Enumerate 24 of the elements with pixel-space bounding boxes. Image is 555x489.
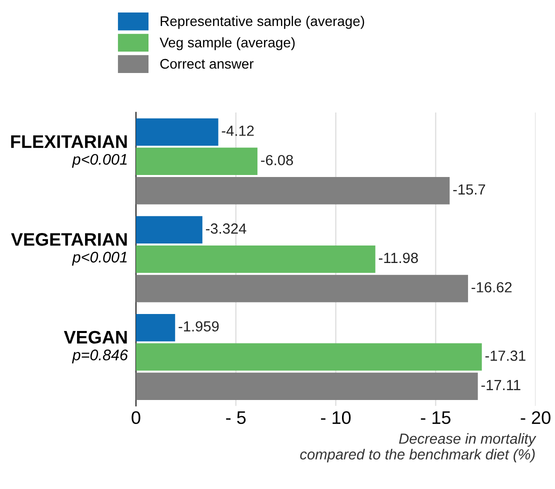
x-tick-label: - 15 [420, 411, 450, 424]
text: p<0.001 [72, 154, 127, 168]
data-label: -6.08 [261, 154, 293, 166]
legend-label: Correct answer [160, 58, 254, 69]
data-label: -17.11 [481, 380, 520, 390]
legend-label: Representative sample (average) [160, 16, 364, 29]
x-tick-label: 0 [132, 411, 140, 424]
data-label: -15.7 [453, 184, 486, 195]
y-tick-label: VEGAN [64, 330, 127, 344]
data-label: -3.324 [206, 223, 246, 234]
legend-label: Veg sample (average) [160, 37, 295, 50]
x-tick-label: - 20 [520, 411, 550, 424]
data-label: -1.959 [178, 321, 219, 332]
text: p<0.001 [72, 252, 127, 266]
x-tick-label: - 5 [226, 411, 246, 424]
x-axis-title: Decrease in mortality compared to the benchmark diet (%) [300, 433, 536, 462]
text: p=0.846 [72, 350, 128, 364]
data-label: -11.98 [378, 252, 418, 264]
y-tick-label: FLEXITARIAN [11, 135, 127, 148]
data-label: -16.62 [472, 282, 512, 292]
y-tick-label: VEGETARIAN [11, 233, 127, 246]
data-label: -4.12 [222, 126, 254, 136]
data-label: -17.31 [485, 350, 526, 361]
x-tick-label: - 10 [321, 411, 351, 424]
